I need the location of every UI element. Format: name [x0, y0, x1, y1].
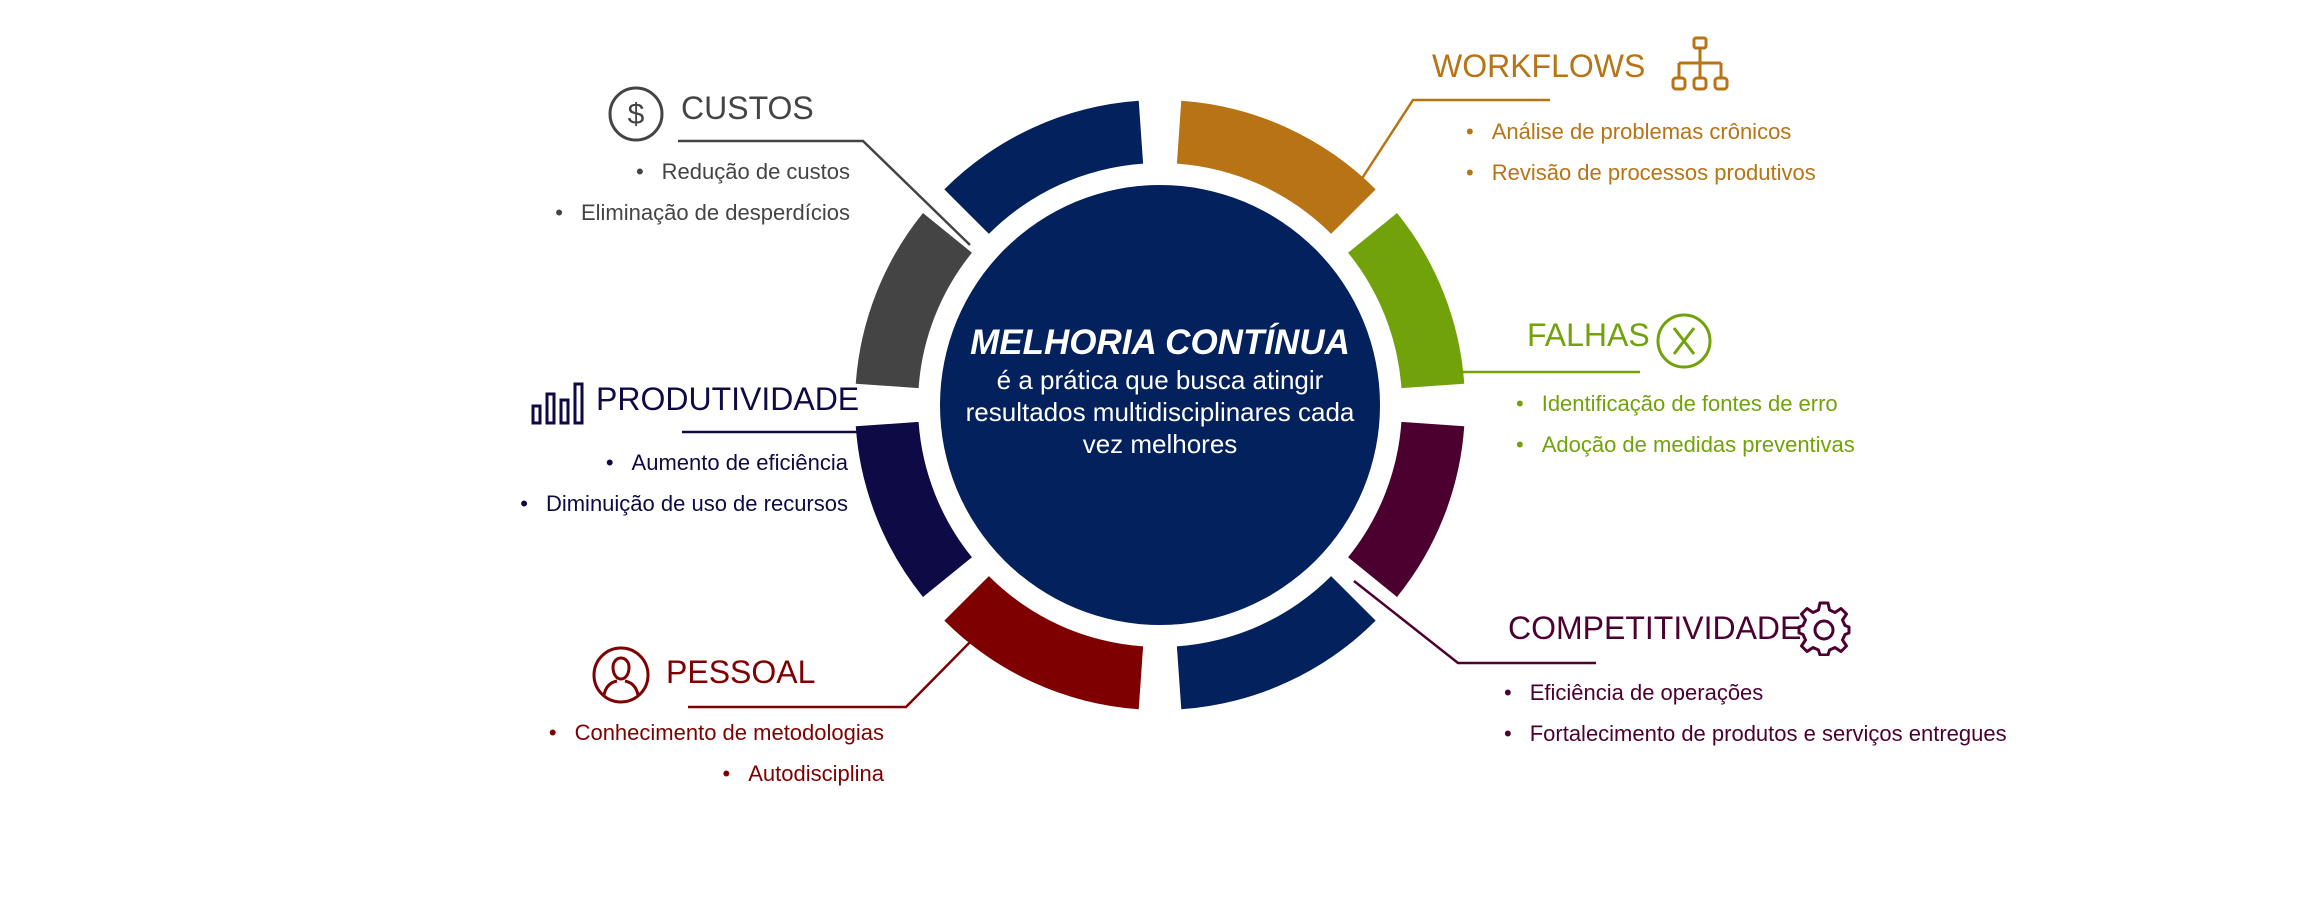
list-item: Eficiência de operações — [1504, 672, 2007, 713]
list-item: Autodisciplina — [549, 753, 884, 794]
dollar-icon: $ — [608, 86, 664, 142]
falhas-list: Identificação de fontes de erro Adoção d… — [1516, 383, 1855, 465]
pessoal-connector — [688, 635, 977, 709]
list-item: Redução de custos — [555, 151, 850, 192]
center-circle — [940, 185, 1380, 625]
segment-bottom-left — [944, 576, 1144, 710]
custos-connector — [678, 139, 971, 246]
produtividade-title: PRODUTIVIDADE — [596, 381, 860, 417]
center-subtitle-line-1: é a prática que busca atingir — [996, 365, 1324, 395]
list-item: Conhecimento de metodologias — [549, 712, 884, 753]
falhas-title: FALHAS — [1527, 317, 1650, 353]
list-item: Fortalecimento de produtos e serviços en… — [1504, 713, 2007, 754]
pessoal-title: PESSOAL — [666, 654, 816, 690]
org-chart-icon — [1671, 36, 1729, 91]
list-item: Análise de problemas crônicos — [1466, 111, 1816, 152]
connector-lines — [678, 98, 1640, 709]
competitividade-connector — [1353, 580, 1596, 665]
workflows-connector — [1344, 98, 1550, 204]
list-item: Adoção de medidas preventivas — [1516, 424, 1855, 465]
segment-left-lower — [855, 421, 972, 597]
center-text: MELHORIA CONTÍNUA é a prática que busca … — [940, 322, 1380, 460]
bar-chart-icon — [531, 382, 584, 425]
ring-segments — [855, 100, 1465, 710]
list-item: Eliminação de desperdícios — [555, 192, 850, 233]
gear-icon — [1797, 601, 1851, 656]
competitividade-title: COMPETITIVIDADE — [1508, 610, 1802, 646]
produtividade-list: Aumento de eficiência Diminuição de uso … — [520, 442, 848, 524]
pessoal-list: Conhecimento de metodologias Autodiscipl… — [549, 712, 884, 794]
custos-title: CUSTOS — [681, 90, 814, 126]
center-subtitle-line-2: resultados multidisciplinares cada — [965, 397, 1355, 427]
segment-right-lower — [1348, 421, 1465, 597]
workflows-title: WORKFLOWS — [1432, 48, 1646, 84]
segment-top-left — [944, 100, 1144, 234]
workflows-list: Análise de problemas crônicos Revisão de… — [1466, 111, 1816, 193]
list-item: Revisão de processos produtivos — [1466, 152, 1816, 193]
custos-list: Redução de custos Eliminação de desperdí… — [555, 151, 850, 233]
center-subtitle-line-3: vez melhores — [1082, 429, 1238, 459]
center-title: MELHORIA CONTÍNUA — [970, 323, 1350, 362]
list-item: Identificação de fontes de erro — [1516, 383, 1855, 424]
segment-right-upper — [1348, 213, 1465, 389]
svg-text:$: $ — [628, 98, 645, 131]
list-item: Diminuição de uso de recursos — [520, 483, 848, 524]
competitividade-list: Eficiência de operações Fortalecimento d… — [1504, 672, 2007, 754]
list-item: Aumento de eficiência — [520, 442, 848, 483]
x-circle-icon — [1656, 313, 1712, 369]
segment-left-upper — [855, 213, 972, 389]
segment-bottom-right — [1176, 576, 1376, 710]
person-icon — [592, 646, 650, 704]
segment-top-right — [1176, 100, 1376, 234]
